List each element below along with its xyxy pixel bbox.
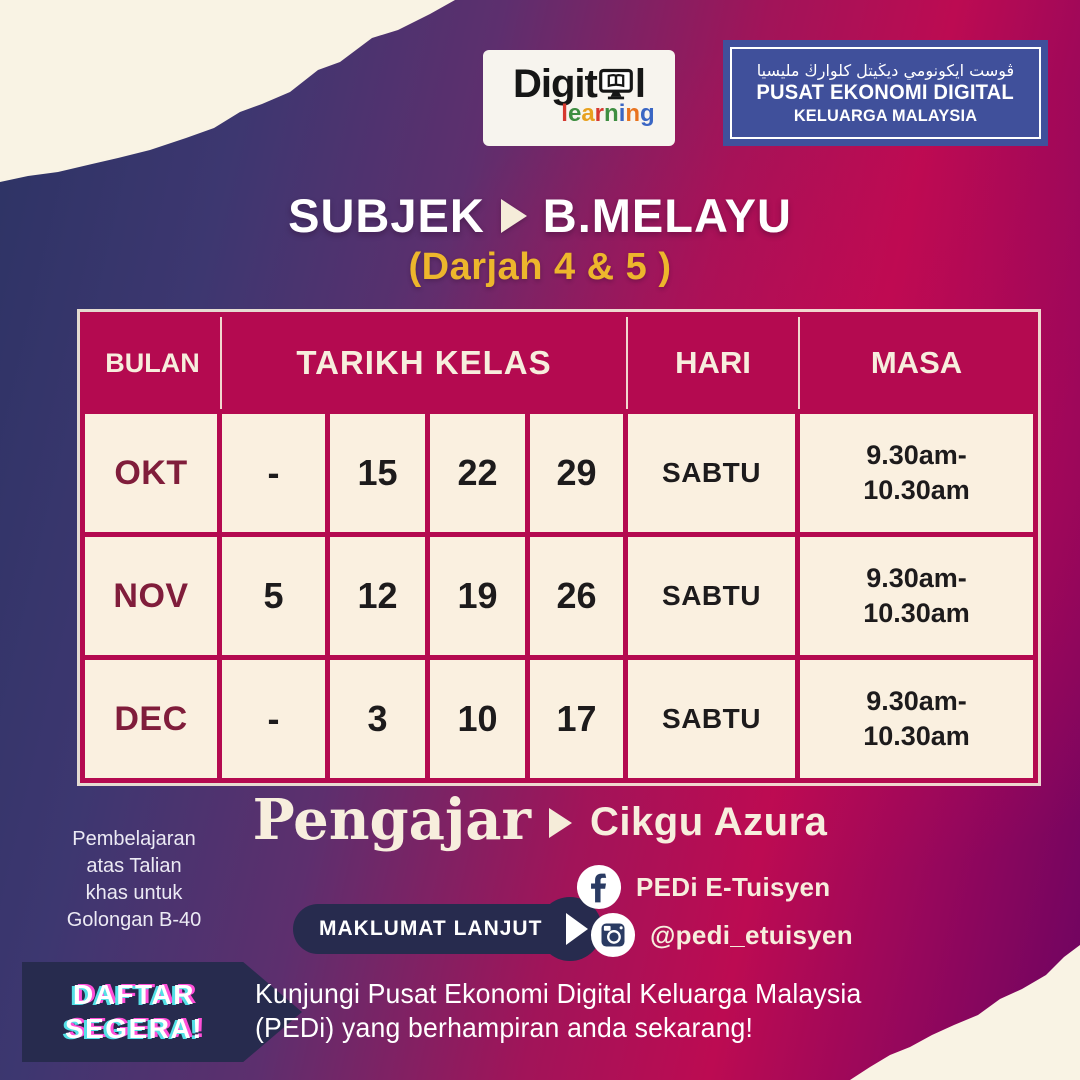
row-dec-month: DEC xyxy=(85,655,222,778)
play-triangle-icon xyxy=(566,913,589,945)
row-dec-day: SABTU xyxy=(628,655,800,778)
facebook-handle: PEDi E-Tuisyen xyxy=(636,871,831,902)
row-nov-date4: 26 xyxy=(530,532,628,655)
row-okt-time: 9.30am- 10.30am xyxy=(800,409,1033,532)
pedi-logo: ڤوست ايكونومي ديڬيتل كلوارڬ مليسيا PUSAT… xyxy=(723,40,1048,146)
row-nov-day: SABTU xyxy=(628,532,800,655)
digital-logo-sub-letter: n xyxy=(604,100,619,127)
row-nov-time: 9.30am- 10.30am xyxy=(800,532,1033,655)
digital-logo-sub-letter: a xyxy=(581,100,595,127)
teacher-label: Pengajar xyxy=(252,787,532,853)
more-info-label: MAKLUMAT LANJUT xyxy=(319,917,543,940)
digital-logo-word-end: l xyxy=(634,62,646,106)
row-okt-day: SABTU xyxy=(628,409,800,532)
column-header-tarikh-kelas: TARIKH KELAS xyxy=(222,317,628,409)
column-header-masa: MASA xyxy=(800,317,1033,409)
digital-learning-logo: Digit l learning xyxy=(483,50,675,146)
more-info-button[interactable]: MAKLUMAT LANJUT xyxy=(293,897,603,961)
digital-logo-sub-letter: e xyxy=(567,100,582,127)
register-line2: SEGERA! xyxy=(64,1013,204,1044)
pedi-logo-line1: PUSAT EKONOMI DIGITAL xyxy=(756,80,1015,104)
row-okt-date4: 29 xyxy=(530,409,628,532)
footer-text: Kunjungi Pusat Ekonomi Digital Keluarga … xyxy=(255,978,862,1044)
digital-logo-sub: learning xyxy=(561,102,654,126)
register-line1: DAFTAR xyxy=(72,979,195,1011)
row-nov-date3: 19 xyxy=(430,532,530,655)
row-okt-date3: 22 xyxy=(430,409,530,532)
row-dec-date4: 17 xyxy=(530,655,628,778)
digital-logo-sub-letter: g xyxy=(640,100,655,127)
cream-splash-top-left xyxy=(0,0,455,182)
monitor-book-icon xyxy=(599,68,633,100)
teacher-row: Pengajar Cikgu Azura xyxy=(0,792,1080,848)
play-triangle-icon xyxy=(549,808,573,838)
facebook-link[interactable]: PEDi E-Tuisyen xyxy=(576,864,830,910)
schedule-table: BULAN TARIKH KELAS HARI MASA OKT - 15 22… xyxy=(80,312,1038,783)
instagram-icon xyxy=(590,912,636,958)
row-nov-date1: 5 xyxy=(222,532,330,655)
row-okt-date2: 15 xyxy=(330,409,430,532)
facebook-icon xyxy=(576,864,622,910)
pedi-logo-inner: ڤوست ايكونومي ديڬيتل كلوارڬ مليسيا PUSAT… xyxy=(730,47,1041,139)
row-okt-date1: - xyxy=(222,409,330,532)
digital-logo-sub-letter: n xyxy=(625,100,641,127)
digital-logo-sub-letter: l xyxy=(561,100,568,127)
digital-logo-word-start: Digit xyxy=(513,62,598,106)
teacher-name: Cikgu Azura xyxy=(590,799,828,844)
instagram-link[interactable]: @pedi_etuisyen xyxy=(590,912,853,958)
instagram-handle: @pedi_etuisyen xyxy=(650,919,853,950)
row-dec-time: 9.30am- 10.30am xyxy=(800,655,1033,778)
digital-logo-sub-letter: r xyxy=(594,100,605,127)
pedi-logo-jawi-text: ڤوست ايكونومي ديڬيتل كلوارڬ مليسيا xyxy=(756,60,1015,80)
column-header-bulan: BULAN xyxy=(85,317,222,409)
column-header-hari: HARI xyxy=(628,317,800,409)
cream-splash-bottom-right xyxy=(850,945,1080,1080)
pedi-logo-line2: KELUARGA MALAYSIA xyxy=(793,105,978,125)
digital-logo-word: Digit l xyxy=(513,62,646,106)
row-nov-date2: 12 xyxy=(330,532,430,655)
digital-logo-sub-letter: i xyxy=(618,100,626,127)
subject-label: SUBJEK xyxy=(288,189,485,242)
register-now-badge[interactable]: DAFTAR SEGERA! xyxy=(22,962,302,1062)
row-dec-date3: 10 xyxy=(430,655,530,778)
grade-subtitle: (Darjah 4 & 5 ) xyxy=(408,246,672,288)
row-nov-month: NOV xyxy=(85,532,222,655)
row-okt-month: OKT xyxy=(85,409,222,532)
play-triangle-icon xyxy=(500,198,527,233)
audience-note: Pembelajaran atas Talian khas untuk Golo… xyxy=(66,828,202,931)
subject-value: B.MELAYU xyxy=(542,189,792,242)
page-title: SUBJEK B.MELAYU xyxy=(0,188,1080,243)
row-dec-date1: - xyxy=(222,655,330,778)
row-dec-date2: 3 xyxy=(330,655,430,778)
